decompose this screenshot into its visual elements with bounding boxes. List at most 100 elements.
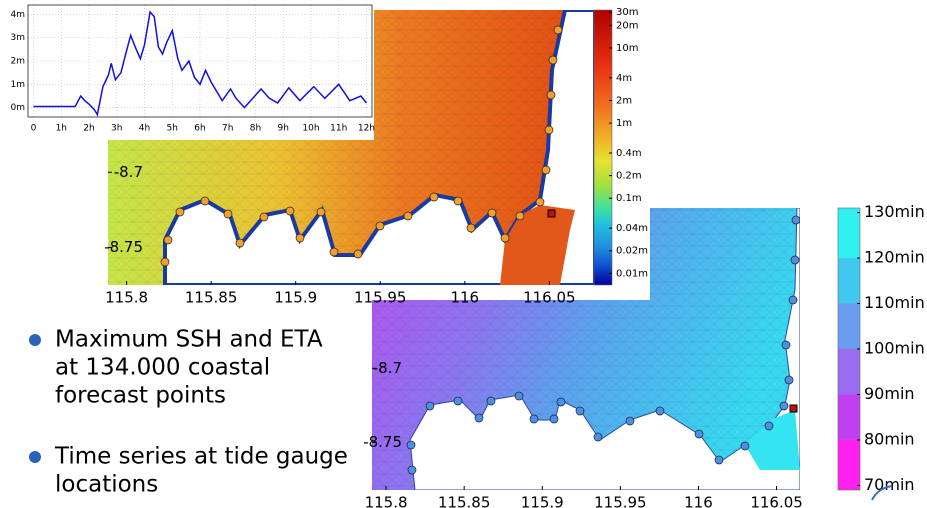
colorbar-label: 110min (864, 293, 925, 312)
coastal-point (546, 90, 556, 100)
coastal-point (575, 406, 585, 416)
coastal-point (535, 197, 545, 207)
coastal-point (259, 212, 269, 222)
x-tick-label: 4h (139, 124, 150, 134)
coastal-point (295, 233, 305, 243)
coastal-point (453, 196, 463, 206)
coastal-point (403, 211, 413, 221)
x-tick-label: 116 (684, 494, 713, 508)
y-tick-label: -8.75 (104, 238, 143, 256)
gauge (547, 209, 556, 218)
bullet-text: forecast points (55, 383, 226, 409)
colorbar-label: 10m (616, 43, 638, 54)
bullet-text: Time series at tide gauge (54, 444, 348, 470)
colorbar-label: 4m (616, 73, 632, 84)
coastal-point (500, 233, 510, 243)
y-tick-label: -8.7 (114, 163, 143, 181)
colorbar (594, 10, 612, 285)
coastal-point (541, 165, 551, 175)
bullet-dot (29, 334, 41, 346)
colorbar-band (838, 303, 860, 349)
coastal-point (790, 255, 800, 265)
peninsula (745, 410, 800, 470)
coastal-point (740, 441, 750, 451)
coastal-point (515, 211, 525, 221)
x-tick-label: 115.95 (354, 289, 407, 307)
colorbar-band (838, 349, 860, 395)
coastal-point (764, 421, 774, 431)
colorbar-label: 20m (616, 20, 638, 31)
y-tick-label: 1m (11, 80, 26, 90)
coastal-point (655, 406, 665, 416)
colorbar-band (838, 439, 860, 490)
colorbar-label: 0.4m (616, 148, 642, 159)
coastal-point (779, 401, 789, 411)
plot-frame (27, 4, 373, 118)
colorbar-frame (593, 9, 613, 286)
x-tick-label: 116 (450, 289, 479, 307)
x-tick-label: 115.85 (438, 494, 491, 508)
series-line (33, 10, 368, 117)
coastal-point (200, 196, 210, 206)
x-tick-label: 116.05 (523, 289, 576, 307)
coastal-point (553, 25, 563, 35)
eta-colorbar: 130min 120min 110min 100min 90min 80min 70min (837, 202, 925, 494)
coastal-point (453, 396, 463, 406)
x-tick-label: 12h (358, 124, 375, 134)
coastal-point (487, 208, 497, 218)
coastal-point (329, 247, 339, 257)
x-tick-label: 2h (83, 124, 94, 134)
coastal-point (285, 206, 295, 216)
x-tick-label: 5h (167, 124, 178, 134)
colorbar-label: 1m (616, 118, 632, 129)
x-tick-label: 6h (194, 124, 205, 134)
coastal-point (353, 249, 363, 259)
coastal-point (784, 375, 794, 385)
x-tick-label: 7h (222, 124, 233, 134)
bullet-text: Maximum SSH and ETA (55, 327, 323, 353)
coastal-point (781, 340, 791, 350)
colorbar-label: 0.1m (616, 193, 642, 204)
panel (0, 0, 374, 140)
bullet-dot (29, 451, 41, 463)
coastal-point (714, 455, 724, 465)
time-series: 0m 1m 2m 3m 4m 0 1h 2h 3h 4h 5h 6h 7h 8h 9h 10h 11h 12h (0, 0, 375, 140)
colorbar-band (838, 394, 860, 440)
colorbar-label: 80min (864, 429, 915, 448)
coastal-point (549, 414, 559, 424)
y-tick-label: 3m (11, 33, 26, 43)
coastal-point (175, 207, 185, 217)
x-tick-label: 9h (278, 124, 289, 134)
coastal-point (529, 414, 539, 424)
colorbar-label: 0.01m (616, 268, 648, 279)
x-tick-label: 1h (56, 124, 67, 134)
x-tick-label: 115.95 (594, 494, 647, 508)
y-tick-label: -8.75 (363, 433, 402, 451)
coastal-point (788, 295, 798, 305)
x-tick-label: 115.9 (274, 289, 317, 307)
y-tick-label: 0m (11, 103, 26, 113)
colorbar-label: 90min (864, 384, 915, 403)
coastal-point (425, 401, 435, 411)
peninsula (500, 205, 575, 285)
coastal-point (514, 391, 524, 401)
colorbar-label: 70min (864, 475, 915, 494)
coastal-point (593, 432, 603, 442)
x-tick-label: 11h (330, 124, 347, 134)
x-tick-label: 8h (250, 124, 261, 134)
coastal-point (694, 429, 704, 439)
coastal-point (625, 416, 635, 426)
x-tick-label: 0 (31, 124, 37, 134)
colorbar-label: 0.04m (616, 223, 648, 234)
coastal-point (223, 209, 233, 219)
coastal-point (466, 223, 476, 233)
colorbar-label: 0.2m (616, 171, 642, 182)
x-tick-label: 115.8 (365, 494, 408, 508)
coastal-point (235, 238, 245, 248)
gauge (789, 404, 798, 413)
coastal-point (160, 257, 170, 267)
colorbar-band (838, 208, 860, 259)
bullet-text: at 134.000 coastal (55, 355, 270, 381)
